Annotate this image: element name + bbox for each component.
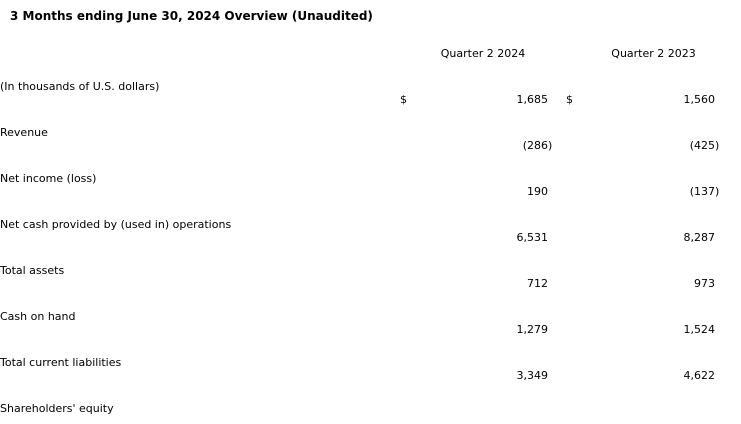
value-q2-2024: 3,349 bbox=[516, 369, 549, 382]
dollar-sign bbox=[400, 231, 432, 277]
table-row-cash-on-hand: Cash on hand 712 973 bbox=[0, 277, 741, 323]
financial-overview-table: (In thousands of U.S. dollars) Quarter 2… bbox=[0, 47, 741, 415]
close-paren: ) bbox=[715, 139, 720, 152]
close-paren bbox=[715, 93, 741, 139]
close-paren bbox=[715, 277, 741, 323]
value-q2-2023: 973 bbox=[694, 277, 716, 290]
row-label: Total assets bbox=[0, 264, 65, 277]
dollar-sign: $ bbox=[400, 93, 407, 106]
close-paren bbox=[715, 231, 741, 277]
close-paren bbox=[548, 185, 566, 231]
dollar-sign: $ bbox=[566, 93, 574, 106]
value-q2-2024: 1,279 bbox=[516, 323, 549, 336]
row-label: Net cash provided by (used in) operation… bbox=[0, 218, 232, 231]
dollar-sign bbox=[566, 231, 600, 277]
value-q2-2023: 1,560 bbox=[683, 93, 716, 106]
close-paren: ) bbox=[715, 185, 720, 198]
value-q2-2023: 4,622 bbox=[683, 369, 716, 382]
page-title: 3 Months ending June 30, 2024 Overview (… bbox=[10, 9, 373, 23]
close-paren bbox=[548, 231, 566, 277]
close-paren bbox=[548, 323, 566, 369]
close-paren bbox=[548, 277, 566, 323]
close-paren bbox=[715, 369, 741, 415]
value-q2-2023: (425 bbox=[689, 139, 716, 152]
unit-label: (In thousands of U.S. dollars) bbox=[0, 80, 160, 93]
row-label: Revenue bbox=[0, 126, 48, 139]
dollar-sign bbox=[400, 369, 432, 415]
value-q2-2024: 6,531 bbox=[516, 231, 549, 244]
table-row-total-assets: Total assets 6,531 8,287 bbox=[0, 231, 741, 277]
row-label: Cash on hand bbox=[0, 310, 76, 323]
column-header-q2-2023: Quarter 2 2023 bbox=[611, 47, 696, 60]
value-q2-2023: 1,524 bbox=[683, 323, 716, 336]
close-paren bbox=[715, 323, 741, 369]
table-row-net-income: Net income (loss) (286 ) (425 ) bbox=[0, 139, 741, 185]
value-q2-2024: 712 bbox=[527, 277, 548, 290]
value-q2-2023: (137 bbox=[689, 185, 716, 198]
row-label: Total current liabilities bbox=[0, 356, 122, 369]
dollar-sign bbox=[400, 139, 432, 185]
table-row-shareholders-equity: Shareholders' equity 3,349 4,622 bbox=[0, 369, 741, 415]
value-q2-2024: (286 bbox=[522, 139, 548, 152]
table-header-row: (In thousands of U.S. dollars) Quarter 2… bbox=[0, 47, 741, 93]
row-label: Net income (loss) bbox=[0, 172, 97, 185]
dollar-sign bbox=[566, 323, 600, 369]
dollar-sign bbox=[566, 277, 600, 323]
value-q2-2023: 8,287 bbox=[683, 231, 716, 244]
close-paren bbox=[548, 369, 566, 415]
dollar-sign bbox=[400, 185, 432, 231]
row-label: Shareholders' equity bbox=[0, 402, 114, 415]
dollar-sign bbox=[566, 139, 600, 185]
column-header-q2-2024: Quarter 2 2024 bbox=[440, 47, 526, 60]
value-q2-2024: 1,685 bbox=[516, 93, 549, 106]
dollar-sign bbox=[400, 323, 432, 369]
table-row-total-current-liabilities: Total current liabilities 1,279 1,524 bbox=[0, 323, 741, 369]
dollar-sign bbox=[566, 369, 600, 415]
value-q2-2024: 190 bbox=[527, 185, 548, 198]
close-paren: ) bbox=[548, 139, 553, 152]
table-row-net-cash-operations: Net cash provided by (used in) operation… bbox=[0, 185, 741, 231]
dollar-sign bbox=[566, 185, 600, 231]
dollar-sign bbox=[400, 277, 432, 323]
close-paren bbox=[548, 93, 566, 139]
table-row-revenue: Revenue $ 1,685 $ 1,560 bbox=[0, 93, 741, 139]
